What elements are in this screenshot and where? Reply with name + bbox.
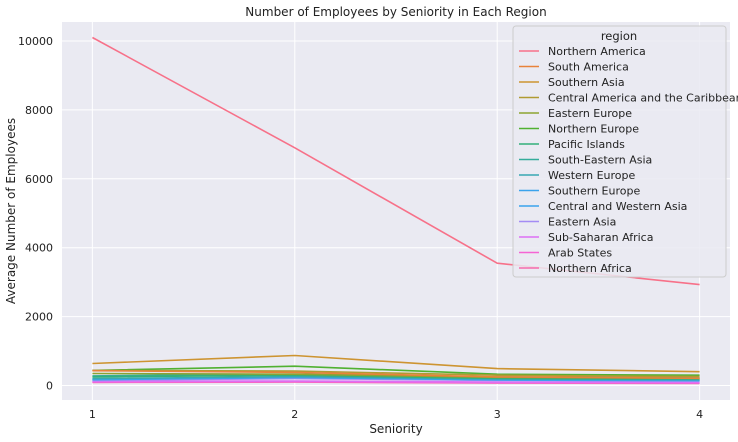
chart-title: Number of Employees by Seniority in Each… (245, 5, 546, 19)
x-tick-label: 1 (89, 408, 96, 421)
legend-box (512, 25, 727, 278)
x-tick-label: 4 (696, 408, 703, 421)
legend-title: region (601, 29, 637, 43)
legend: region Northern America South America Sout… (512, 25, 738, 278)
legend-entry: Pacific Islands (548, 138, 625, 151)
series-lines (92, 36, 700, 385)
legend-entry: Northern Europe (548, 123, 639, 136)
y-tick-label: 10000 (18, 35, 53, 48)
legend-entry: Southern Asia (548, 76, 625, 89)
y-tick-label: 2000 (25, 311, 53, 324)
legend-entry: Sub-Saharan Africa (548, 231, 653, 244)
legend-entry: Northern America (548, 45, 646, 58)
series-line (92, 374, 700, 380)
y-tick-label: 0 (46, 380, 53, 393)
legend-entry: Northern Africa (548, 262, 632, 275)
y-tick-labels: 0 2000 4000 6000 8000 10000 (18, 35, 53, 393)
x-axis-label: Seniority (369, 422, 422, 436)
legend-entry: Eastern Europe (548, 107, 632, 120)
legend-entry: Arab States (548, 247, 612, 260)
y-tick-label: 6000 (25, 173, 53, 186)
legend-entry: Central America and the Caribbean (548, 92, 738, 105)
legend-entry: Central and Western Asia (548, 200, 687, 213)
series-line (92, 365, 700, 377)
series-line (92, 369, 700, 380)
legend-entry: Southern Europe (548, 185, 640, 198)
x-tick-labels: 1 2 3 4 (89, 408, 703, 421)
x-tick-label: 2 (291, 408, 298, 421)
legend-entry: South America (548, 61, 629, 74)
x-tick-label: 3 (494, 408, 501, 421)
series-line (92, 354, 700, 373)
series-line (92, 380, 700, 384)
y-axis-label: Average Number of Employees (4, 118, 18, 304)
legend-entry: Eastern Asia (548, 216, 616, 229)
y-tick-label: 8000 (25, 104, 53, 117)
y-tick-label: 4000 (25, 242, 53, 255)
legend-entry: South-Eastern Asia (548, 154, 652, 167)
legend-entry: Western Europe (548, 169, 636, 182)
